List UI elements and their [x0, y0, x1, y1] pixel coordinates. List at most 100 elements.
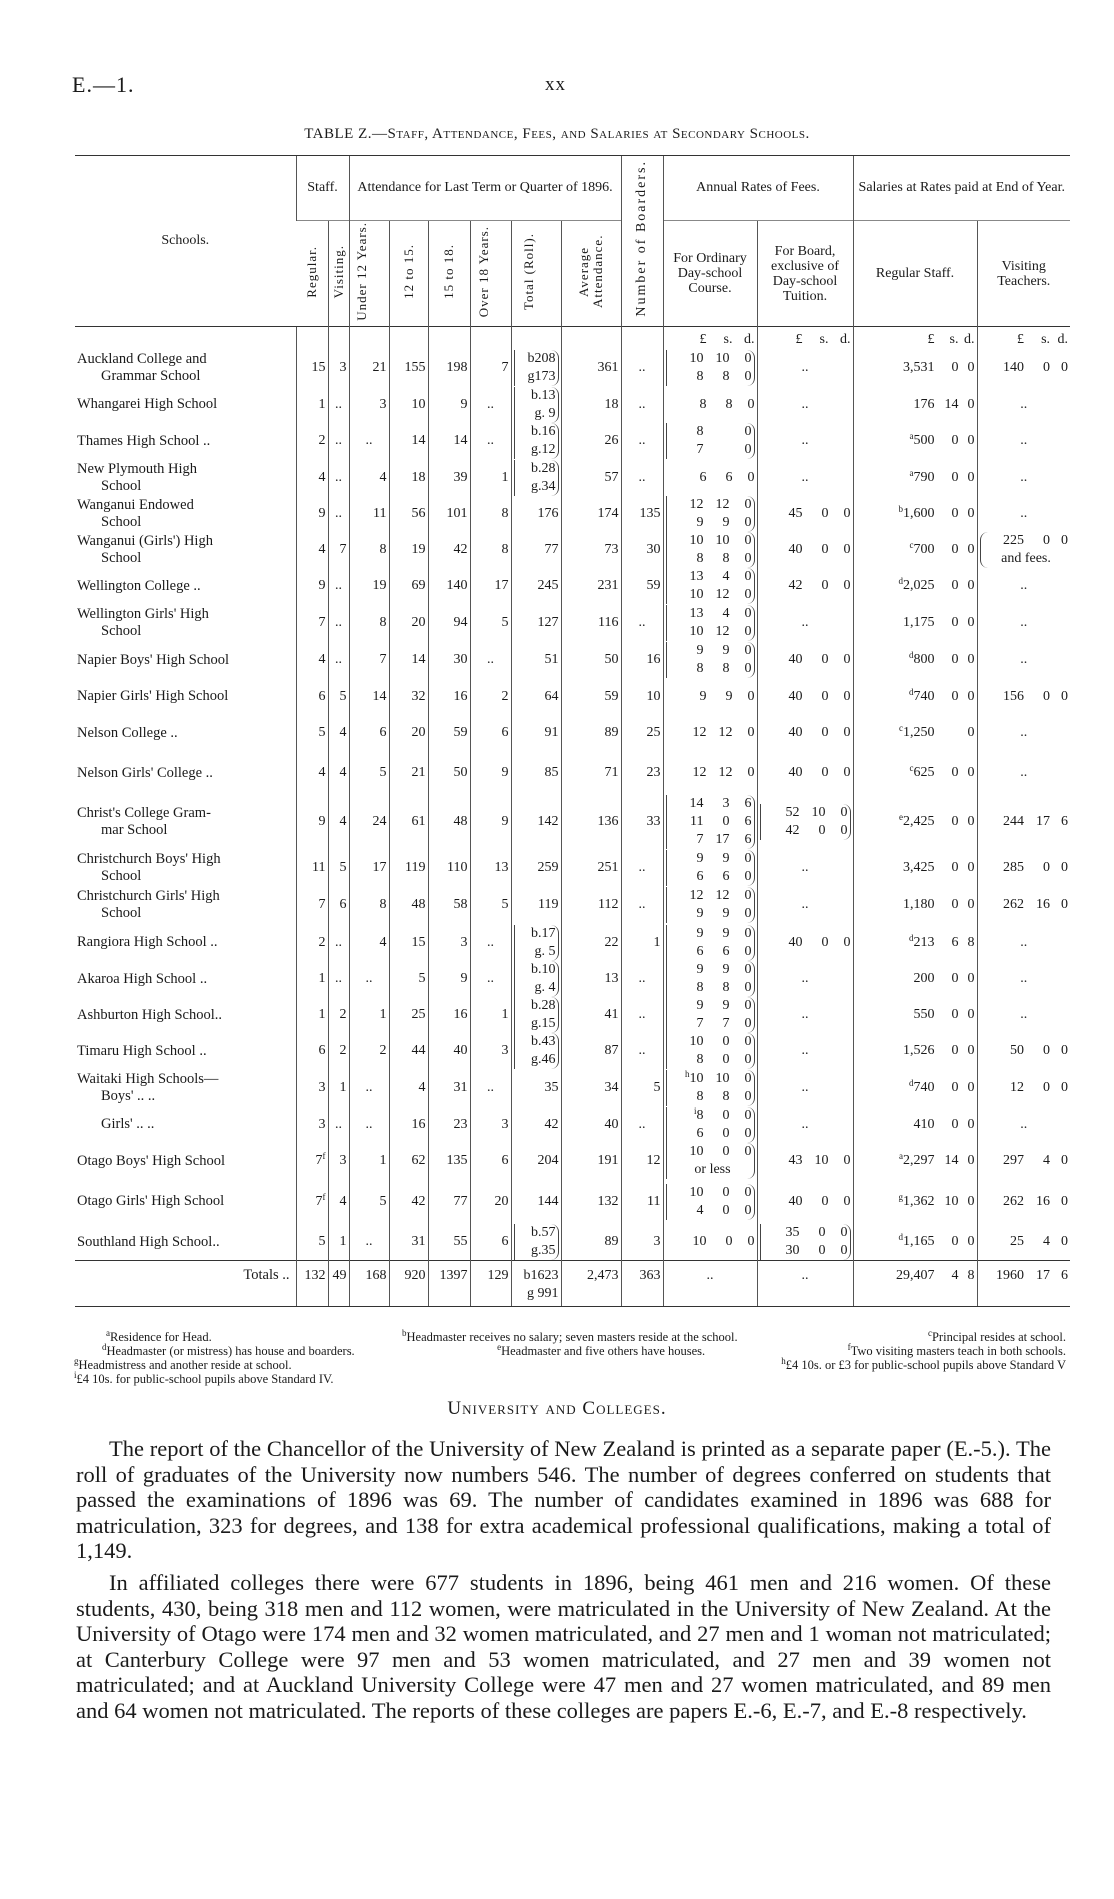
pence: 0 [744, 906, 752, 921]
pounds: 14 [689, 796, 704, 811]
header-staff: Staff. [295, 155, 349, 221]
shillings: 4 [1043, 1234, 1051, 1249]
pence: 0 [967, 542, 975, 557]
amount-line: 30 0 0 [765, 1242, 848, 1260]
cell-o18: 5 [469, 886, 511, 924]
total-roll: 245 [510, 568, 561, 604]
shillings: 0 [1043, 1043, 1051, 1058]
pence: 0 [967, 433, 975, 448]
boarders: 363 [620, 1260, 663, 1307]
shillings: 9 [722, 643, 730, 658]
cell-o18: 2 [469, 678, 511, 715]
footnote-mark: d [102, 1342, 107, 1352]
shillings: 8 [722, 661, 730, 676]
empty-value: .. [1020, 971, 1028, 986]
footnote-mark: b [402, 1328, 407, 1338]
total-roll: 259 [510, 849, 561, 886]
footnote-text: Two visiting masters teach in both schoo… [850, 1344, 1066, 1358]
shillings: 0 [1043, 359, 1051, 375]
cell-vis: .. [327, 924, 349, 961]
pence: 0 [1061, 1234, 1069, 1249]
amount-lines: 13 4 0 10 12 0 [665, 605, 755, 641]
fee-ordinary: 10 0 0 4 0 0 [662, 1179, 757, 1224]
total-roll: 77 [510, 532, 561, 568]
table-row: Napier Boys' High School 4.. 7 14 30.. 51 50 16… [75, 642, 1071, 678]
fee-board: .. [756, 997, 853, 1033]
shillings: 12 [715, 497, 730, 512]
total-roll: b.16 g.12 [510, 423, 561, 459]
salary-visiting: .. [976, 1106, 1071, 1143]
salary-visiting: .. [976, 997, 1071, 1033]
pence: 0 [747, 1234, 755, 1249]
average-attendance: 26 [560, 423, 621, 459]
boarders: 25 [620, 715, 663, 751]
pence: 0 [744, 1144, 752, 1159]
total-roll: b.28 g.15 [510, 997, 561, 1033]
pounds: 8 [696, 980, 704, 995]
section-heading: University and Colleges. [447, 1398, 667, 1419]
boarders: 135 [620, 496, 663, 532]
total-lines: b.10 g. 4 [513, 961, 559, 997]
footnote-mark: d [909, 686, 914, 697]
total-roll: 51 [510, 642, 561, 678]
fee-ordinary: 12 12 0 9 9 0 [662, 496, 757, 532]
cell-o18: 6 [469, 1224, 511, 1261]
salary-line: 29,407 4 8 [856, 1267, 975, 1285]
total-line: 77 [544, 542, 559, 557]
header-fees: Annual Rates of Fees. [662, 155, 853, 221]
amount-lines: 10 0 0 8 0 0 [665, 1033, 755, 1069]
cell-a15: 140 [427, 568, 470, 604]
footnote-mark: c [909, 763, 914, 773]
regular-staff: 3 [295, 1069, 328, 1106]
school-name-line: Napier Boys' High School [77, 651, 230, 668]
units-cell-empty [560, 326, 621, 349]
school-name-line: Christchurch Boys' High [77, 850, 221, 867]
pence: 0 [744, 980, 752, 995]
cell-a15: 110 [427, 849, 470, 886]
amount-line: 10 0 0 [671, 1143, 752, 1161]
school-name-line: mar School [101, 822, 168, 838]
school-name: Wellington College .. [75, 568, 296, 604]
shillings: 6 [722, 943, 730, 959]
amount-lines: 297 4 0 [980, 1152, 1068, 1170]
fee-ordinary: 12 12 0 [662, 751, 757, 795]
school-name: Southland High School.. [75, 1224, 296, 1261]
footnote: bHeadmaster receives no salary; seven ma… [402, 1328, 738, 1345]
cell-a15: 42 [427, 532, 470, 568]
pounds: 6 [699, 469, 707, 485]
cell-a15: 59 [427, 715, 470, 751]
shillings: 0 [818, 1243, 826, 1258]
cell-a15: 77 [427, 1179, 470, 1224]
total-roll: b.43 g.46 [510, 1033, 561, 1069]
pounds: 12 [692, 765, 707, 780]
pounds: 40 [788, 542, 803, 557]
salary-visiting: .. [976, 423, 1071, 459]
pence: 0 [744, 1125, 752, 1141]
pounds: 40 [788, 725, 803, 740]
footnote: h£4 10s. or £3 for public-school pupils … [781, 1357, 1066, 1373]
amount-text: and fees. [1001, 551, 1051, 566]
total-roll: 35 [510, 1069, 561, 1106]
regular-staff: 4 [295, 532, 328, 568]
amount-lines: 14 3 6 11 0 6 7 17 6 [665, 795, 755, 849]
footnote-mark: f [847, 1342, 851, 1352]
pence: 0 [967, 1043, 975, 1058]
empty-value: .. [801, 897, 809, 912]
average-attendance: 132 [560, 1179, 621, 1224]
shillings: 0 [722, 1107, 730, 1123]
total-lines: b208 g173 [513, 349, 559, 386]
footnote-line: i£4 10s. for public-school pupils above … [74, 1371, 1066, 1387]
table-row: Otago Boys' High School 7f 3 1 62 135 6 204 191 1… [75, 1143, 1071, 1179]
salary-visiting: .. [976, 751, 1071, 795]
pounds: b1,600 [898, 504, 935, 522]
pounds: 8 [696, 551, 704, 566]
salary-visiting: 140 0 0 [976, 349, 1071, 386]
cell-vis: 2 [327, 997, 349, 1033]
amount-line: 156 0 0 [980, 688, 1068, 706]
total-lines: b.57 g.35 [513, 1224, 559, 1260]
